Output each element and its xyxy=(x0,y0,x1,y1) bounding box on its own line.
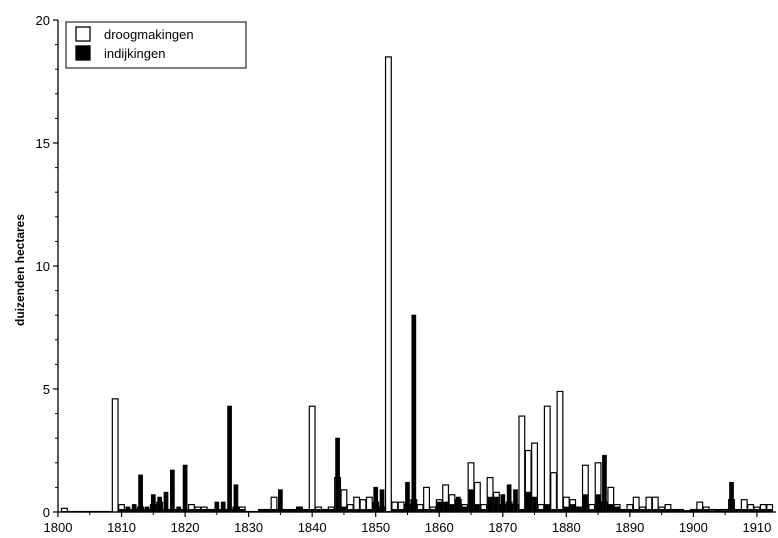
bar-indijkingen-1866 xyxy=(475,504,480,513)
bar-indijkingen-1885 xyxy=(595,494,601,513)
bar-indijkingen-1820 xyxy=(182,464,188,513)
bar-indijkingen-1864 xyxy=(462,506,468,513)
bar-indijkingen-1861 xyxy=(443,501,448,513)
bar-indijkingen-1875 xyxy=(532,496,537,513)
legend-swatch-droogmakingen xyxy=(75,26,91,42)
bar-indijkingen-1874 xyxy=(525,491,531,513)
x-tick-label-1910: 1910 xyxy=(742,520,771,535)
legend: droogmakingen indijkingen xyxy=(65,21,247,69)
y-axis-label: duizenden hectares xyxy=(13,214,27,326)
x-tick-label-1810: 1810 xyxy=(107,520,136,535)
y-tick-label-5: 5 xyxy=(43,382,50,397)
bar-indijkingen-1860 xyxy=(436,501,442,513)
y-tick-label-10: 10 xyxy=(36,259,50,274)
bar-indijkingen-1844 xyxy=(335,437,340,513)
bar-indijkingen-1819 xyxy=(176,506,182,513)
bar-droogmakingen-1840 xyxy=(308,405,316,513)
bar-indijkingen-1871 xyxy=(506,484,512,513)
x-tick-label-1830: 1830 xyxy=(234,520,263,535)
bar-indijkingen-1815 xyxy=(150,494,156,513)
y-tick-label-15: 15 xyxy=(36,136,50,151)
bar-indijkingen-1869 xyxy=(494,496,499,513)
x-tick-label-1900: 1900 xyxy=(679,520,708,535)
bar-droogmakingen-1877 xyxy=(543,405,551,513)
bar-indijkingen-1851 xyxy=(379,489,385,513)
bar-indijkingen-1855 xyxy=(405,481,410,513)
bar-indijkingen-1826 xyxy=(220,501,226,513)
bar-indijkingen-1872 xyxy=(513,489,518,513)
x-tick-label-1880: 1880 xyxy=(552,520,581,535)
bar-indijkingen-1814 xyxy=(144,506,150,513)
bar-indijkingen-1835 xyxy=(278,489,283,513)
bar-droogmakingen-1879 xyxy=(556,390,564,513)
bar-indijkingen-1880 xyxy=(563,506,569,513)
bar-indijkingen-1811 xyxy=(125,506,131,513)
x-tick-label-1890: 1890 xyxy=(615,520,644,535)
bar-indijkingen-1886 xyxy=(602,454,607,513)
bars-group xyxy=(60,56,774,513)
bar-indijkingen-1825 xyxy=(214,501,220,513)
bar-droogmakingen-1858 xyxy=(423,486,430,513)
bar-indijkingen-1868 xyxy=(487,496,493,513)
bar-indijkingen-1877 xyxy=(544,504,550,513)
bar-indijkingen-1812 xyxy=(131,504,137,513)
bar-indijkingen-1863 xyxy=(455,496,461,513)
bar-droogmakingen-1852 xyxy=(384,56,392,513)
legend-box xyxy=(65,21,247,69)
bar-indijkingen-1816 xyxy=(157,496,163,513)
x-tick-label-1800: 1800 xyxy=(44,520,73,535)
x-tick-label-1820: 1820 xyxy=(171,520,200,535)
x-tick-label-1840: 1840 xyxy=(298,520,327,535)
bar-indijkingen-1856 xyxy=(411,314,417,513)
bar-indijkingen-1818 xyxy=(170,469,175,513)
bar-indijkingen-1862 xyxy=(449,504,455,513)
bar-droogmakingen-1873 xyxy=(518,415,526,513)
axes-group xyxy=(57,20,776,513)
legend-label-indijkingen: indijkingen xyxy=(104,46,165,61)
ticks-group: 0 5 10 15 20 1800 1810 1820 1830 1840 1850 1860 1870… xyxy=(36,13,772,535)
bar-indijkingen-1882 xyxy=(576,506,582,513)
bar-droogmakingen-1809 xyxy=(111,398,119,513)
bar-indijkingen-1883 xyxy=(583,494,588,513)
bar-indijkingen-1845 xyxy=(341,506,347,513)
y-tick-label-20: 20 xyxy=(36,13,50,28)
bar-droogmakingen-1878 xyxy=(550,472,558,513)
bar-indijkingen-1850 xyxy=(373,486,379,513)
bar-indijkingen-1888 xyxy=(614,506,620,513)
x-tick-label-1870: 1870 xyxy=(488,520,517,535)
y-tick-label-0: 0 xyxy=(43,505,50,520)
x-tick-label-1860: 1860 xyxy=(425,520,454,535)
bar-indijkingen-1881 xyxy=(570,504,576,513)
bar-indijkingen-1827 xyxy=(227,405,232,513)
bar-indijkingen-1887 xyxy=(608,504,614,513)
bar-indijkingen-1813 xyxy=(138,474,143,513)
bar-indijkingen-1865 xyxy=(468,489,474,513)
bar-indijkingen-1870 xyxy=(500,494,506,513)
legend-label-droogmakingen: droogmakingen xyxy=(104,27,194,42)
x-tick-label-1850: 1850 xyxy=(361,520,390,535)
bar-indijkingen-1838 xyxy=(297,506,302,513)
bar-indijkingen-1906 xyxy=(729,481,734,513)
bar-indijkingen-1828 xyxy=(233,484,239,513)
legend-swatch-indijkingen xyxy=(75,45,91,61)
bar-indijkingen-1817 xyxy=(163,491,169,513)
